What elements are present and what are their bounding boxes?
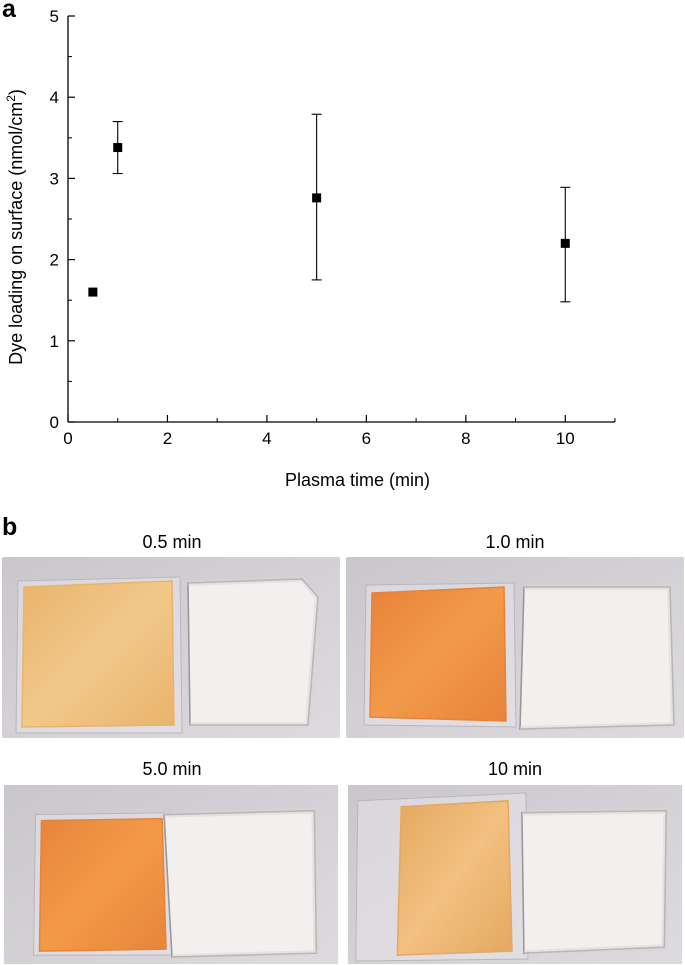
y-tick-label: 2 [50,251,59,270]
data-point [560,238,570,248]
x-tick-label: 4 [262,429,271,448]
data-point [113,143,123,153]
paper-sheet [163,809,318,958]
chart-points [88,113,571,303]
y-axis-title-tail: ) [6,89,26,95]
photo-title-3: 5.0 min [142,759,202,779]
y-tick-label: 4 [50,88,59,107]
photo-canvas [346,557,684,738]
paper-crease [521,807,670,957]
photo-title-1: 0.5 min [142,532,202,552]
dyed-gel-sample [21,580,175,728]
paper-crease [163,807,320,961]
y-tick-label: 3 [50,169,59,188]
panel-b-label: b [2,513,18,541]
paper-crease [519,584,678,732]
y-tick-label: 0 [50,413,59,432]
sample-photo-10-min [346,785,684,964]
x-tick-label: 2 [163,429,172,448]
y-axis-title: Dye loading on surface (nmol/cm2) [4,89,26,365]
x-tick-label: 0 [63,429,72,448]
scatter-chart: 0 1 2 3 4 5 0 2 4 6 8 10 Plasma time (min) Dye load… [4,7,616,490]
y-axis-title-main: Dye loading on surface (nmol/cm [6,102,26,365]
sample-photo-0-5-min [2,557,340,738]
paper-crease [187,575,322,728]
x-axis-title: Plasma time (min) [285,470,430,490]
paper-sheet [519,586,675,730]
photo-canvas [3,785,339,964]
photo-title-2: 1.0 min [485,532,545,552]
paper-sheet [187,578,319,726]
dyed-gel-sample [369,586,507,722]
x-tick-label: 6 [362,429,371,448]
y-axis-title-sup: 2 [4,95,18,102]
dyed-gel-sample [396,800,513,956]
dyed-gel-sample [38,817,167,952]
y-tick-label: 1 [50,332,59,351]
chart-axes [67,16,615,423]
data-point [312,193,322,203]
paper-sheet [521,809,668,954]
panel-a-label: a [2,0,16,23]
x-tick-label: 8 [461,429,470,448]
sample-photo-5-0-min [2,785,340,964]
data-point [88,287,98,297]
sample-photo-1-0-min [346,557,684,738]
y-tick-label: 5 [50,7,59,26]
x-tick-label: 10 [556,429,575,448]
photo-canvas [347,785,683,964]
photo-canvas [2,557,340,738]
chart-ticks: 0 1 2 3 4 5 0 2 4 6 8 10 [50,7,616,448]
photo-title-4: 10 min [487,759,543,779]
